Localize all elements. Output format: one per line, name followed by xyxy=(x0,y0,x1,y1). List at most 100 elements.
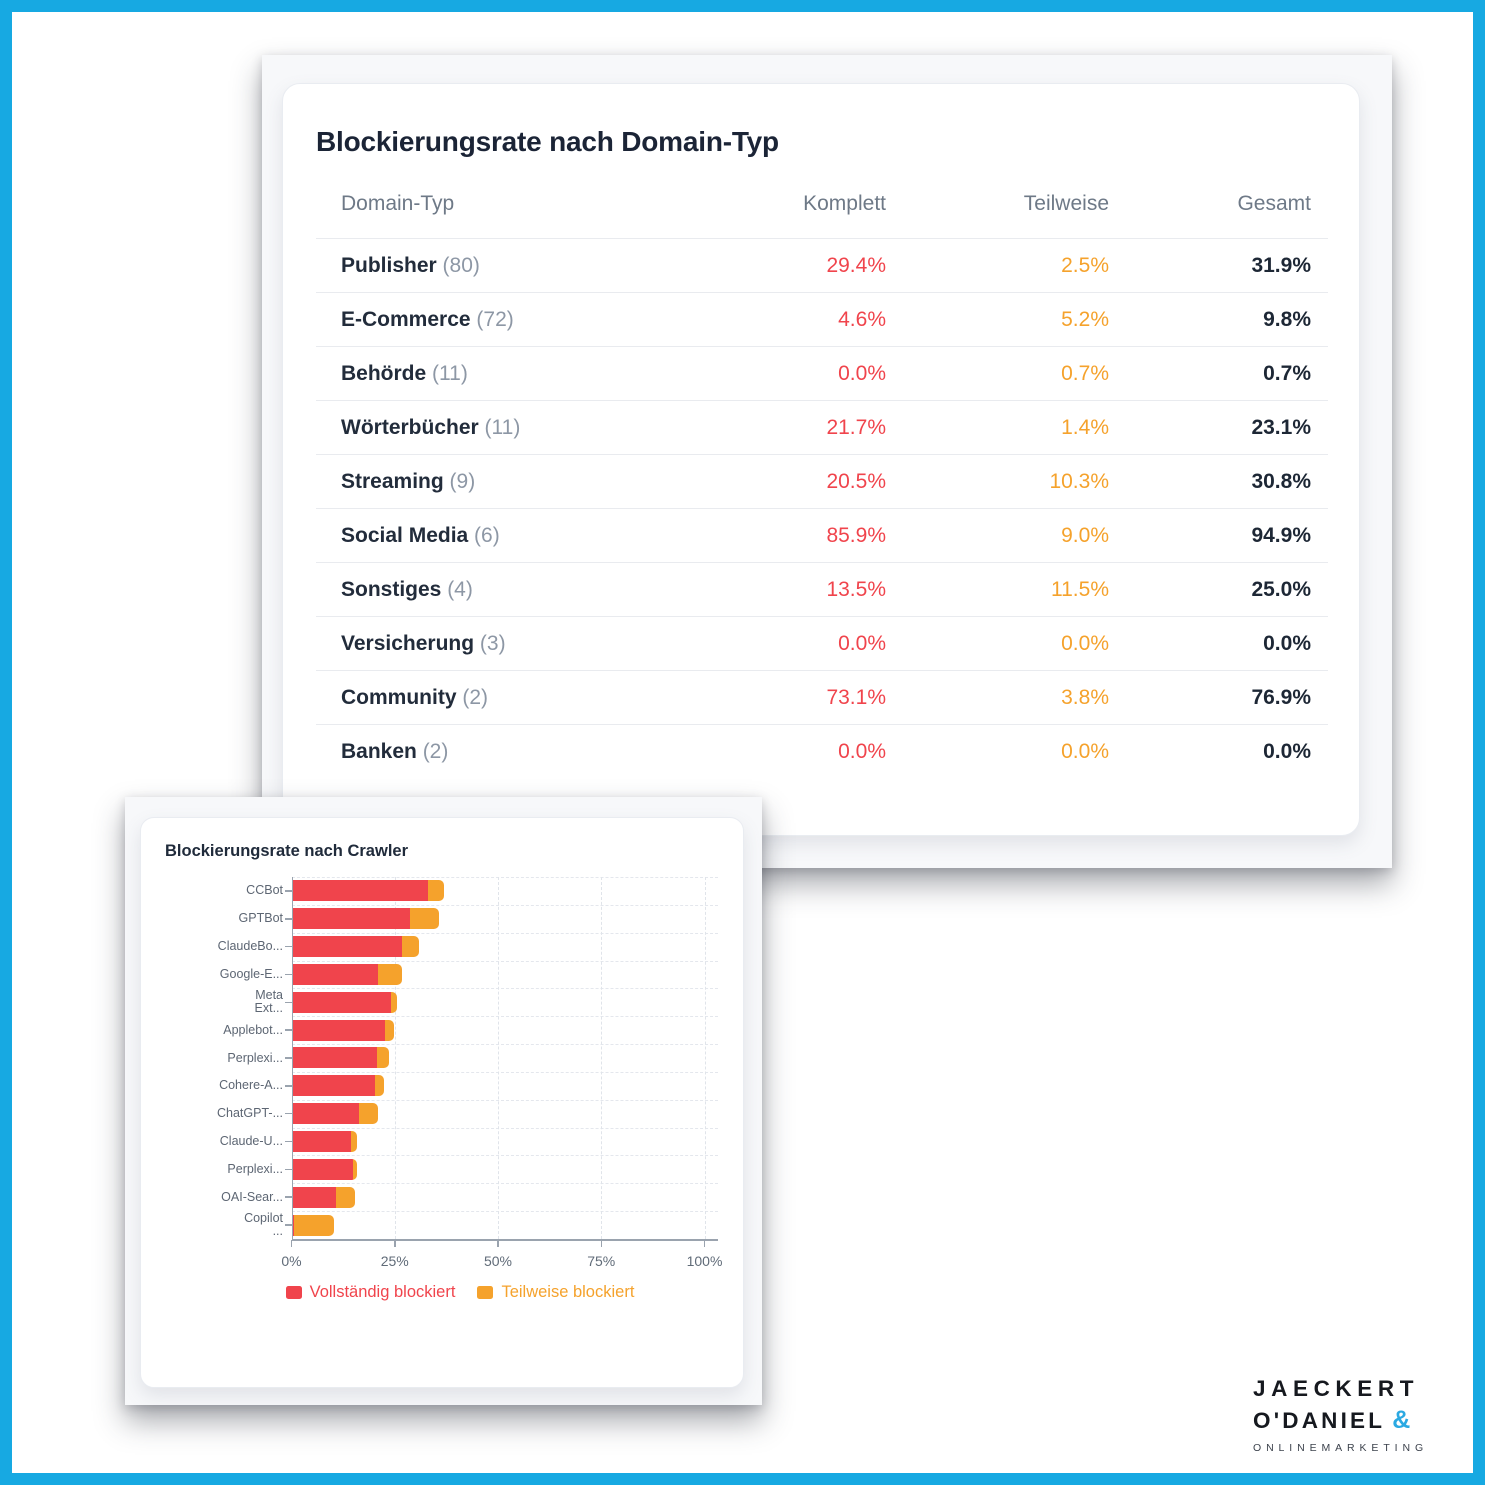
table-header-row: Domain-Typ Komplett Teilweise Gesamt xyxy=(316,192,1328,239)
bar-full-segment xyxy=(293,936,402,958)
y-axis-tick xyxy=(284,1168,292,1171)
brand-logo: JAECKERT O'DANIEL & ONLINEMARKETING xyxy=(1253,1376,1465,1454)
column-header-domain-typ: Domain-Typ xyxy=(341,192,455,215)
legend-item-teilweise: Teilweise blockiert xyxy=(477,1283,634,1302)
crawler-chart-shot: Blockierungsrate nach Crawler CCBot GPTBo… xyxy=(125,797,762,1405)
bar-partial-segment xyxy=(384,1019,394,1041)
komplett-value: 4.6% xyxy=(838,307,886,331)
domain-type-cell: Versicherung (3) xyxy=(316,617,736,671)
bar-partial-segment xyxy=(358,1103,379,1125)
gesamt-value: 31.9% xyxy=(1251,253,1311,277)
teilweise-value: 2.5% xyxy=(1061,253,1109,277)
gridline-vertical xyxy=(394,877,396,1239)
table-row: Streaming (9) 20.5% 10.3% 30.8% xyxy=(316,455,1328,509)
crawler-label: Copilot... xyxy=(244,1211,283,1239)
komplett-value: 85.9% xyxy=(826,523,886,547)
teilweise-value: 3.8% xyxy=(1061,685,1109,709)
bar-full-segment xyxy=(293,963,379,985)
crawler-label: GPTBot xyxy=(238,911,283,926)
komplett-value: 0.0% xyxy=(838,361,886,385)
gridline-vertical xyxy=(601,877,603,1239)
x-axis-tick xyxy=(394,1240,396,1247)
x-axis-line xyxy=(291,1239,718,1241)
legend-swatch-teilweise-icon xyxy=(477,1286,494,1299)
legend-label-teilweise: Teilweise blockiert xyxy=(501,1283,635,1301)
komplett-value: 20.5% xyxy=(826,469,886,493)
x-axis-label: 25% xyxy=(380,1253,409,1269)
bar-full-segment xyxy=(293,1158,354,1180)
chart-legend: Vollständig blockiert Teilweise blockier… xyxy=(165,1283,719,1302)
logo-odaniel: O'DANIEL xyxy=(1253,1407,1386,1433)
domain-label: Social Media xyxy=(341,523,469,547)
gridline-horizontal xyxy=(291,1016,718,1018)
x-axis-tick xyxy=(600,1240,602,1247)
bar-partial-segment xyxy=(401,936,419,958)
teilweise-value: 0.0% xyxy=(1061,631,1109,655)
gridline-vertical xyxy=(498,877,499,1239)
bar-partial-segment xyxy=(378,963,403,985)
domain-type-cell: Community (2) xyxy=(316,671,736,725)
bar-partial-segment xyxy=(353,1158,357,1180)
teilweise-value: 5.2% xyxy=(1061,307,1109,331)
gridline-horizontal xyxy=(291,904,718,906)
legend-label-vollstaendig: Vollständig blockiert xyxy=(309,1283,456,1301)
y-axis-tick xyxy=(284,1196,292,1198)
bar-meta xyxy=(293,991,397,1013)
table-row: Publisher (80) 29.4% 2.5% 31.9% xyxy=(316,239,1328,293)
domain-count: (11) xyxy=(478,415,521,439)
domain-label: Versicherung xyxy=(341,631,475,655)
crawler-label: Meta Ext... xyxy=(254,988,283,1016)
bar-chatgpt- xyxy=(293,1103,379,1125)
column-header-komplett: Komplett xyxy=(803,192,886,215)
teilweise-value: 1.4% xyxy=(1061,415,1109,439)
domain-count: (72) xyxy=(470,307,514,331)
y-axis-line xyxy=(291,877,293,1239)
bar-full-segment xyxy=(293,1131,351,1152)
domain-table-shot: Blockierungsrate nach Domain-Typ Domain-… xyxy=(262,55,1392,868)
domain-type-cell: Behörde (11) xyxy=(316,347,736,401)
crawler-chart-plot: CCBot GPTBot ClaudeBo... Google-E... Meta Ext… xyxy=(165,877,722,1277)
crawler-label: CCBot xyxy=(246,883,283,898)
bar-partial-segment xyxy=(390,991,397,1013)
gridline-horizontal xyxy=(291,877,718,878)
table-row: Banken (2) 0.0% 0.0% 0.0% xyxy=(316,725,1328,779)
domain-count: (6) xyxy=(468,523,500,547)
y-axis-tick xyxy=(284,1057,292,1059)
crawler-label: OAI-Sear... xyxy=(221,1189,283,1204)
x-axis-tick xyxy=(290,1240,293,1247)
domain-table: Domain-Typ Komplett Teilweise Gesamt Pub… xyxy=(316,192,1328,779)
x-axis-tick xyxy=(497,1240,499,1247)
bar-partial-segment xyxy=(377,1047,389,1069)
bar-full-segment xyxy=(293,1047,378,1069)
chart-title: Blockierungsrate nach Crawler xyxy=(165,842,409,860)
crawler-label: Perplexi... xyxy=(227,1161,283,1176)
bar-oai-sear- xyxy=(293,1186,355,1208)
domain-type-cell: Streaming (9) xyxy=(316,455,736,509)
bar-perplexi- xyxy=(293,1047,389,1069)
legend-swatch-vollstaendig-icon xyxy=(285,1286,302,1299)
gridline-horizontal xyxy=(291,1099,718,1101)
crawler-label: ChatGPT-... xyxy=(217,1106,283,1121)
crawler-label: Perplexi... xyxy=(227,1050,283,1065)
bar-partial-segment xyxy=(336,1186,355,1208)
x-axis-label: 75% xyxy=(587,1253,616,1269)
crawler-label: Claude-U... xyxy=(219,1134,283,1149)
gridline-horizontal xyxy=(291,1211,718,1213)
domain-label: E-Commerce xyxy=(341,307,471,331)
gesamt-value: 9.8% xyxy=(1263,307,1311,331)
gridline-horizontal xyxy=(291,1044,718,1046)
bar-full-segment xyxy=(293,1019,385,1041)
y-axis-tick xyxy=(284,918,292,920)
komplett-value: 13.5% xyxy=(826,577,886,601)
bar-ccbot xyxy=(293,880,444,902)
domain-type-cell: E-Commerce (72) xyxy=(316,293,736,347)
domain-type-cell: Banken (2) xyxy=(316,725,736,779)
y-axis-tick xyxy=(284,1029,292,1031)
domain-count: (2) xyxy=(416,739,449,763)
komplett-value: 0.0% xyxy=(838,739,886,763)
y-axis-tick xyxy=(284,1001,292,1004)
bar-partial-segment xyxy=(350,1131,358,1152)
gesamt-value: 94.9% xyxy=(1251,523,1311,547)
bar-full-segment xyxy=(293,880,428,902)
